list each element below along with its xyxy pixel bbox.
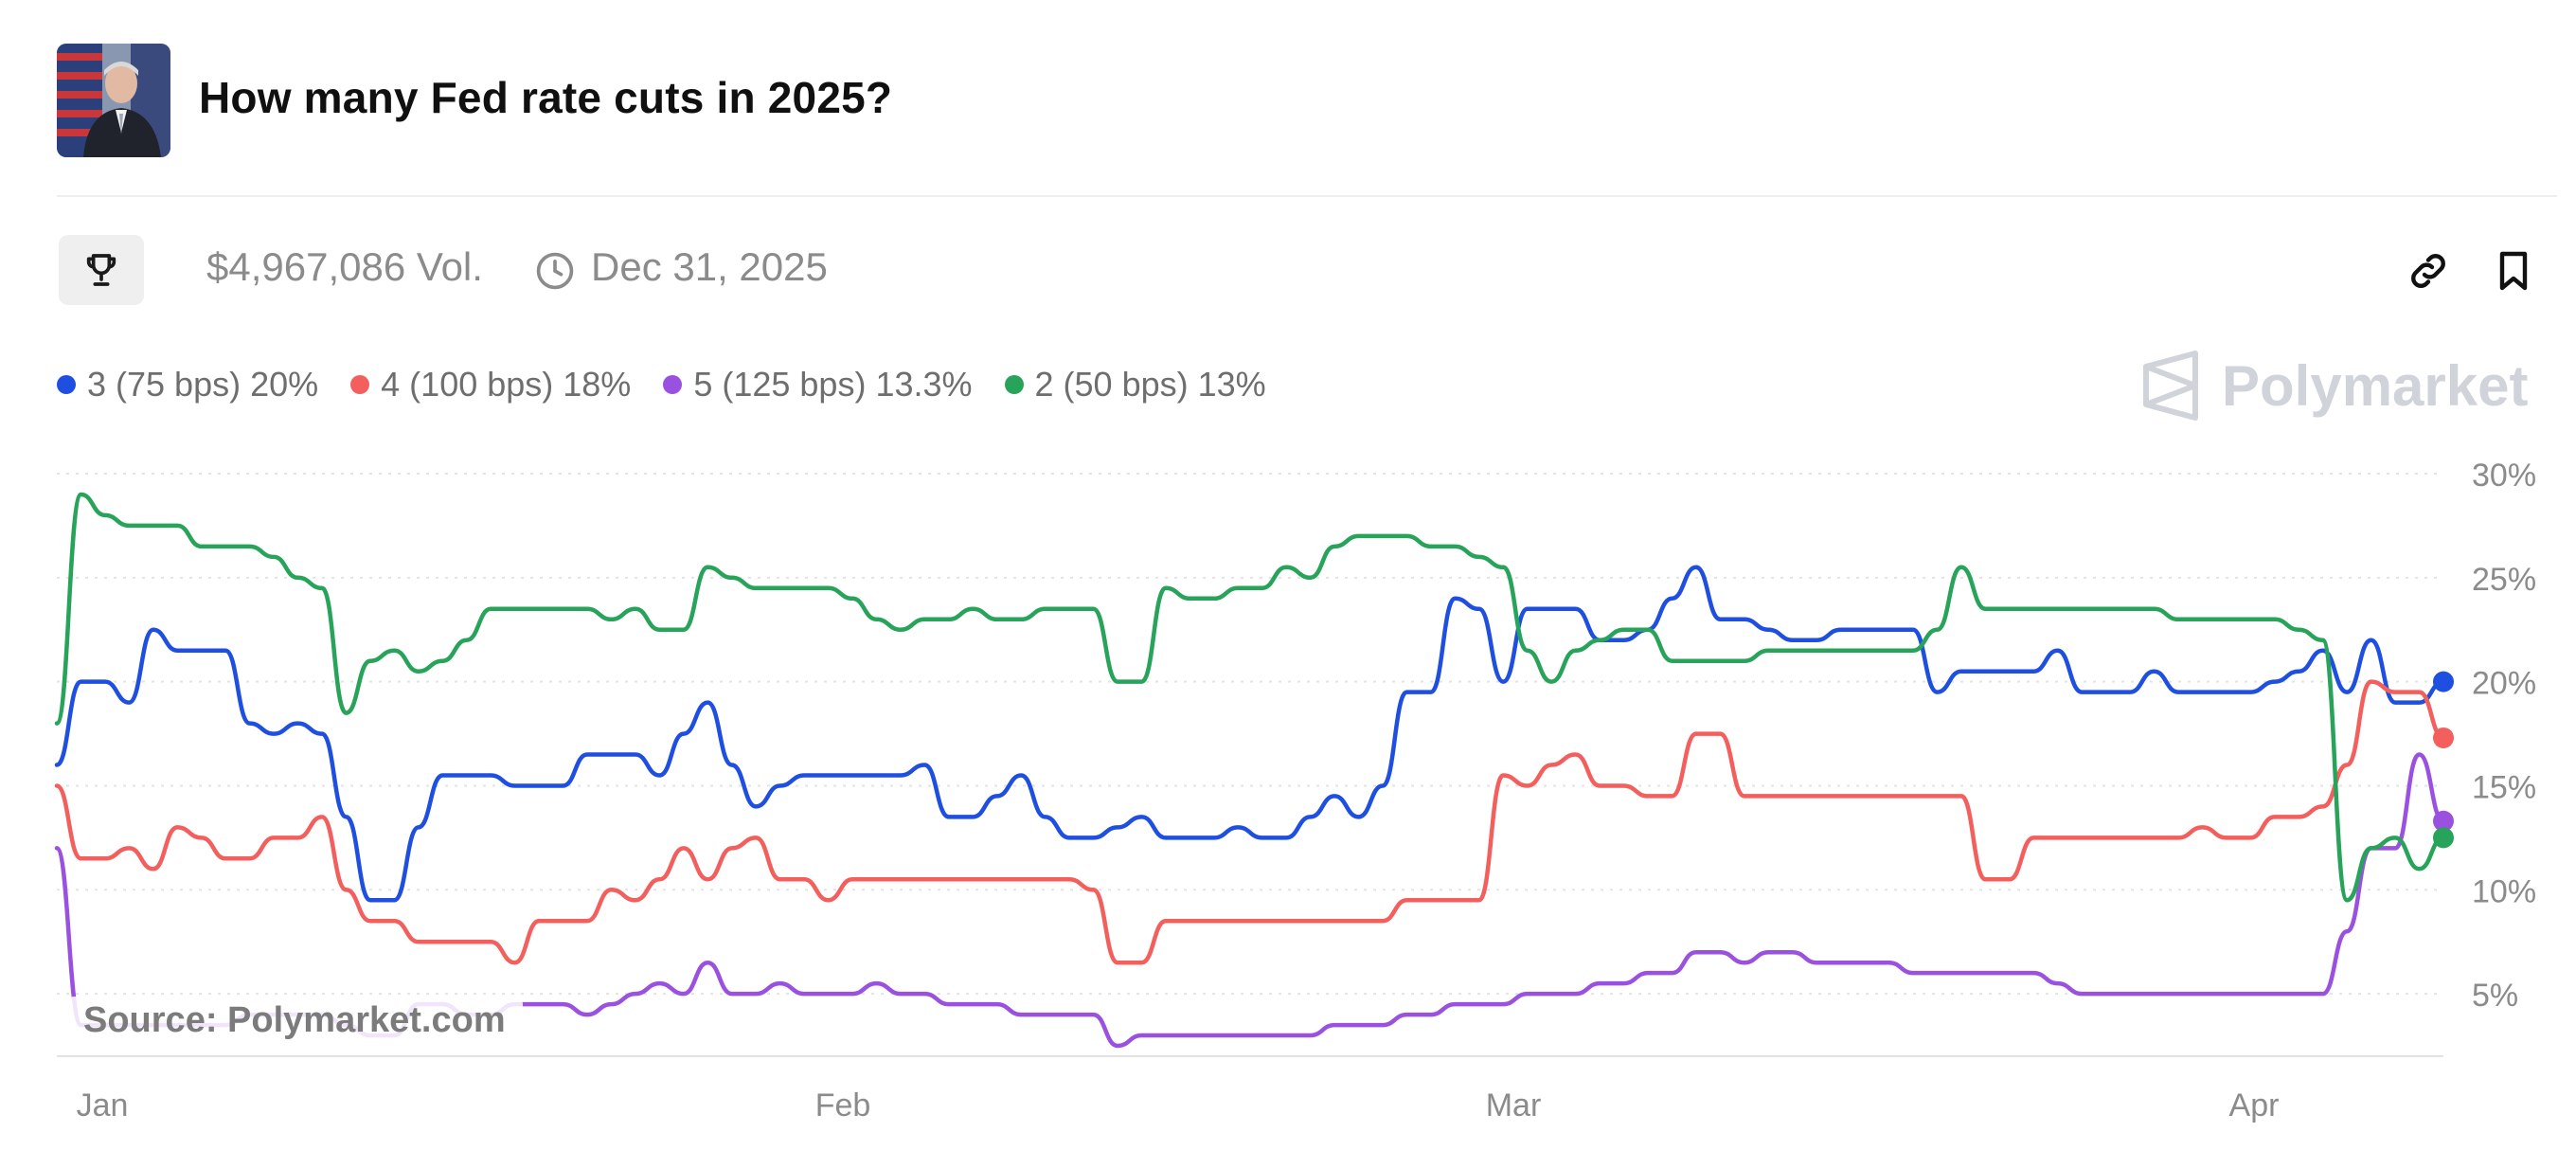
market-title: How many Fed rate cuts in 2025? xyxy=(199,73,893,122)
legend-label: 4 (100 bps) 18% xyxy=(381,365,632,404)
x-tick-label: Mar xyxy=(1486,1087,1542,1123)
link-icon[interactable] xyxy=(2406,248,2451,294)
series-line xyxy=(54,492,2446,903)
x-tick-label: Jan xyxy=(77,1087,129,1123)
series-end-point[interactable] xyxy=(2433,827,2454,849)
legend-item-2-cuts[interactable]: 2 (50 bps) 13% xyxy=(1004,365,1266,404)
x-tick-label: Feb xyxy=(815,1087,871,1123)
market-thumbnail xyxy=(57,44,170,157)
series-line xyxy=(54,565,2446,903)
grid-lines xyxy=(57,473,2443,996)
y-tick-label: 20% xyxy=(2472,666,2536,702)
y-tick-label: 25% xyxy=(2472,562,2536,598)
y-tick-label: 5% xyxy=(2472,978,2518,1014)
series-end-point[interactable] xyxy=(2433,810,2454,832)
trophy-icon xyxy=(86,254,116,286)
end-date-text: Dec 31, 2025 xyxy=(591,244,828,289)
x-tick-label: Apr xyxy=(2229,1087,2280,1123)
legend-label: 2 (50 bps) 13% xyxy=(1034,365,1266,404)
polymarket-watermark: Polymarket xyxy=(2140,345,2548,426)
speaker-photo-icon xyxy=(57,44,170,157)
series-line xyxy=(54,679,2446,965)
y-tick-label: 30% xyxy=(2472,458,2536,494)
legend-dot xyxy=(663,375,683,394)
bookmark-icon[interactable] xyxy=(2491,248,2536,294)
volume-text: $4,967,086 Vol. xyxy=(206,244,483,289)
y-tick-label: 10% xyxy=(2472,873,2536,909)
trophy-button[interactable] xyxy=(59,235,144,305)
legend-item-5-cuts[interactable]: 5 (125 bps) 13.3% xyxy=(663,365,973,404)
legend-dot xyxy=(57,375,76,394)
y-tick-label: 15% xyxy=(2472,769,2536,805)
legend-item-4-cuts[interactable]: 4 (100 bps) 18% xyxy=(350,365,631,404)
clock-icon xyxy=(536,252,574,290)
header-divider xyxy=(57,195,2557,197)
axes: 5% 10% 15% 20% 25% 30% Jan Feb Mar Apr xyxy=(57,458,2536,1123)
watermark-text: Polymarket xyxy=(2222,353,2529,418)
series-end-point[interactable] xyxy=(2433,671,2454,692)
legend-dot xyxy=(350,375,370,394)
series-end-point[interactable] xyxy=(2433,727,2454,748)
polymarket-logo-icon xyxy=(2143,350,2198,421)
source-label: Source: Polymarket.com xyxy=(66,997,523,1045)
chart-legend: 3 (75 bps) 20% 4 (100 bps) 18% 5 (125 bp… xyxy=(57,362,1298,407)
legend-label: 5 (125 bps) 13.3% xyxy=(693,365,973,404)
legend-dot xyxy=(1004,375,1024,394)
legend-item-3-cuts[interactable]: 3 (75 bps) 20% xyxy=(57,365,318,404)
legend-label: 3 (75 bps) 20% xyxy=(87,365,319,404)
